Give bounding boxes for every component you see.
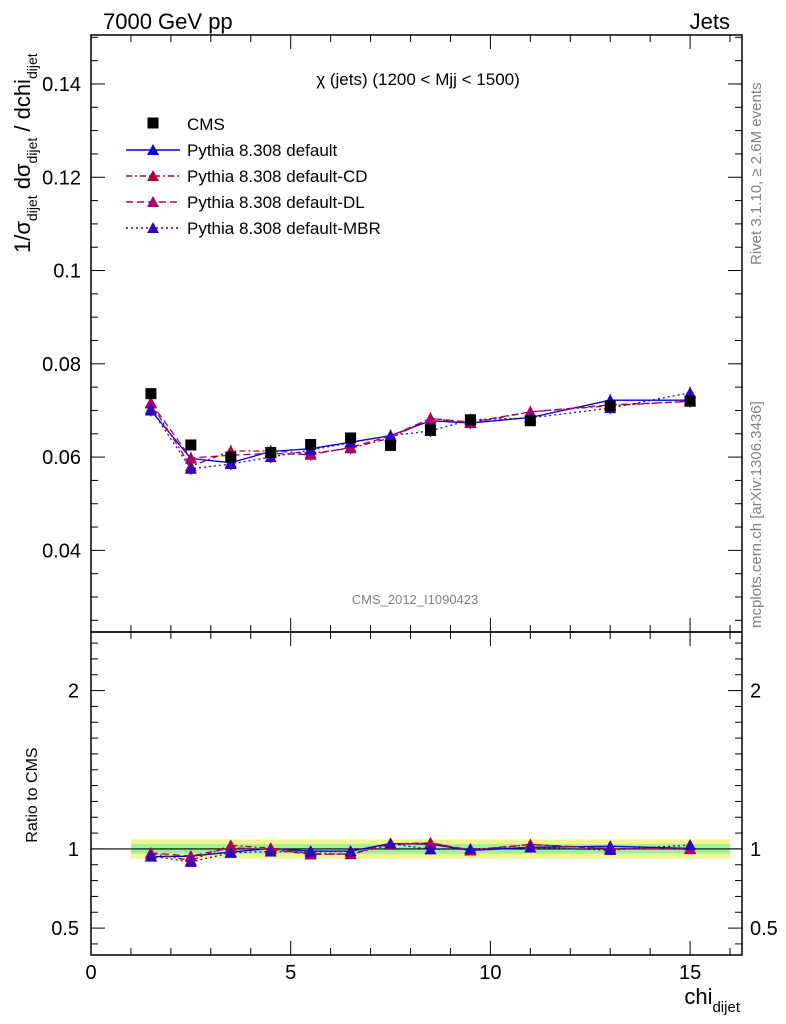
ratio-y-tick-label-right: 0.5: [750, 918, 778, 940]
series-ratio-point: [684, 838, 697, 850]
legend-marker: [147, 222, 159, 233]
series-ratio-point: [144, 850, 157, 862]
watermark: CMS_2012_I1090423: [352, 592, 479, 607]
series-line: [150, 399, 691, 464]
x-tick-label: 5: [285, 962, 296, 984]
legend-label: Pythia 8.308 default: [187, 141, 338, 160]
y-tick-label: 0.14: [42, 74, 81, 96]
y-tick-label: 0.06: [42, 447, 81, 469]
series-ratio-point: [184, 855, 197, 867]
data-point: [464, 414, 476, 426]
series-line: [150, 392, 691, 470]
series-ratio-point: [524, 841, 537, 853]
series-ratio-point: [224, 846, 237, 858]
header-left: 7000 GeV pp: [103, 9, 233, 34]
series-point: [524, 405, 537, 417]
ratio-plot-frame: [90, 631, 743, 956]
series-ratio-point: [344, 845, 357, 857]
legend-marker: [147, 144, 159, 155]
series-point: [684, 386, 697, 398]
data-point: [145, 388, 157, 400]
data-point: [225, 451, 237, 463]
ratio-y-axis-label: Ratio to CMS: [24, 747, 41, 842]
legend-label: Pythia 8.308 default-DL: [187, 193, 365, 212]
data-point: [265, 446, 277, 458]
legend-label: Pythia 8.308 default-MBR: [187, 219, 381, 238]
series-ratio-point: [184, 850, 197, 862]
legend-marker: [147, 117, 159, 129]
series-ratio-point: [424, 843, 437, 855]
y-tick-label: 0.1: [53, 261, 81, 283]
series-ratio-point: [304, 845, 317, 857]
data-point: [385, 439, 397, 451]
y-tick-label: 0.08: [42, 354, 81, 376]
series-ratio-point: [384, 837, 397, 849]
y-tick-label: 0.12: [42, 167, 81, 189]
data-point: [604, 400, 616, 412]
legend-marker: [147, 170, 159, 181]
ratio-y-tick-label: 0.5: [51, 918, 79, 940]
legend: CMS Pythia 8.308 default Pythia 8.308 defa…: [126, 115, 381, 238]
ratio-y-tick-label: 1: [68, 839, 79, 861]
x-tick-label: 0: [85, 962, 96, 984]
legend-marker: [147, 196, 159, 207]
legend-label: Pythia 8.308 default-CD: [187, 167, 368, 186]
series-point: [184, 452, 197, 464]
series-ratio-line: [150, 842, 691, 863]
x-axis-label: chidijet: [684, 984, 740, 1016]
main-y-axis-label: 1/σdijet dσdijet / dchidijet: [10, 53, 40, 253]
series-ratio-line: [150, 842, 691, 857]
data-point: [305, 439, 317, 451]
series-point: [384, 429, 397, 441]
series-ratio-point: [464, 842, 477, 854]
legend-entry: CMS: [147, 115, 225, 134]
legend-entry: Pythia 8.308 default-CD: [126, 167, 368, 186]
series-ratio-point: [264, 845, 277, 857]
series-point: [424, 412, 437, 424]
x-tick-label: 15: [679, 962, 701, 984]
mcplots-label: mcplots.cern.ch [arXiv:1306.3436]: [748, 401, 765, 628]
series-point: [224, 458, 237, 470]
legend-entry: Pythia 8.308 default: [126, 141, 338, 160]
header-right: Jets: [690, 9, 730, 34]
data-series: [145, 388, 696, 463]
series-point: [144, 403, 157, 415]
plot-title: χ (jets) (1200 < Mjj < 1500): [316, 70, 520, 89]
x-tick-label: 10: [479, 962, 501, 984]
legend-label: CMS: [187, 115, 225, 134]
legend-entry: Pythia 8.308 default-DL: [126, 193, 365, 212]
data-point: [524, 415, 536, 427]
data-point: [424, 424, 436, 436]
legend-entry: Pythia 8.308 default-MBR: [126, 219, 381, 238]
series-line: [150, 400, 691, 468]
series-point: [144, 396, 157, 408]
ratio-y-tick-label: 2: [68, 681, 79, 703]
series-ratio-point: [424, 836, 437, 848]
data-point: [345, 432, 357, 444]
ratio-y-tick-label-right: 2: [750, 681, 761, 703]
series-point: [184, 462, 197, 474]
series-line: [150, 400, 691, 459]
ratio-y-tick-label-right: 1: [750, 839, 761, 861]
rivet-label: Rivet 3.1.10, ≥ 2.6M events: [748, 83, 765, 266]
data-point: [185, 439, 197, 451]
series-ratio-line: [150, 842, 691, 862]
series-ratio-point: [604, 844, 617, 856]
data-point: [684, 395, 696, 407]
y-tick-label: 0.04: [42, 540, 81, 562]
